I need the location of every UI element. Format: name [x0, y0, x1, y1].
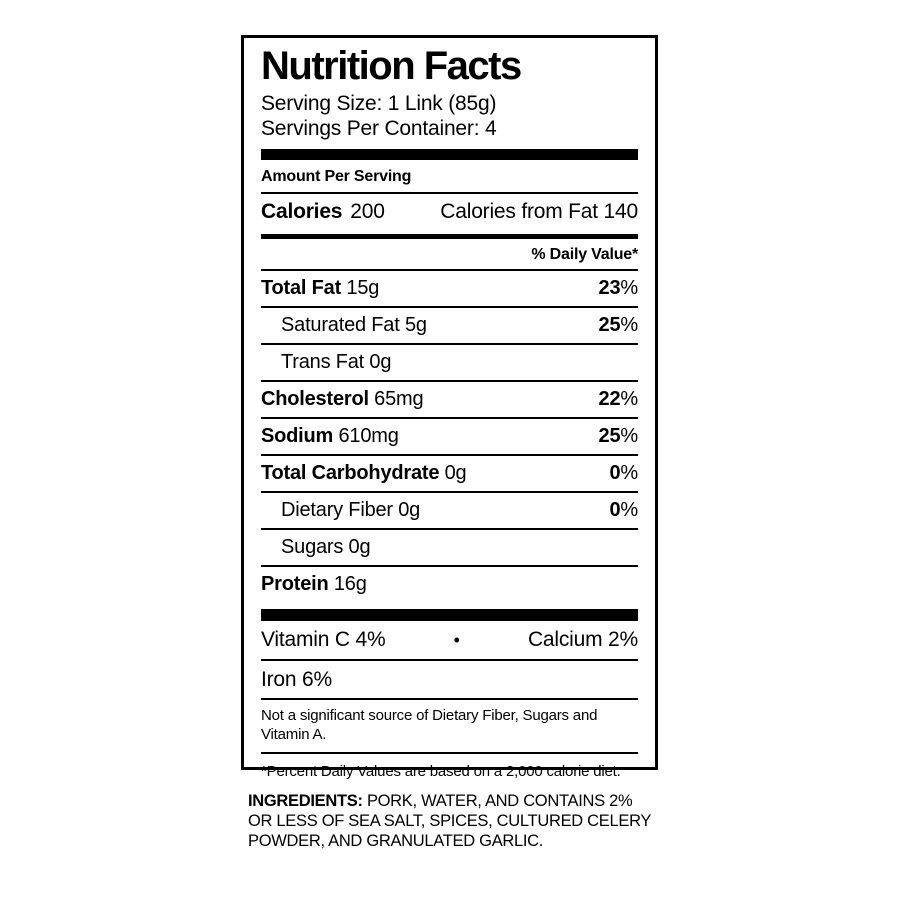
- nutrient-amount: 0g: [439, 462, 467, 484]
- ingredients-paragraph: INGREDIENTS: PORK, WATER, AND CONTAINS 2…: [248, 791, 660, 851]
- nutrient-daily-value: 0%: [609, 463, 638, 484]
- nutrient-daily-value: 22%: [598, 388, 639, 410]
- percent-sign: %: [620, 462, 638, 484]
- nutrient-amount: 65mg: [368, 388, 424, 410]
- nutrient-row-total-fat: Total Fat 15g 23%: [261, 271, 638, 306]
- row-divider: [261, 306, 638, 308]
- separator-thick-top: [261, 149, 638, 160]
- nutrient-rows: Total Fat 15g 23% Saturated Fat 5g 25% Trans…: [261, 271, 638, 602]
- divider: [261, 752, 638, 754]
- divider: [261, 192, 638, 194]
- nutrient-amount: 0g: [364, 351, 392, 373]
- separator-thick-bottom: [261, 609, 638, 621]
- calories-value: 200: [350, 200, 385, 223]
- nutrient-amount: 0g: [343, 536, 371, 558]
- nutrient-name-amount: Total Carbohydrate 0g: [261, 462, 467, 484]
- calories-row: Calories 200 Calories from Fat 140: [261, 194, 638, 230]
- amount-per-serving-heading: Amount Per Serving: [261, 168, 412, 185]
- iron-value: Iron 6%: [261, 668, 332, 691]
- nutrient-row-total-carbohydrate: Total Carbohydrate 0g 0%: [261, 456, 638, 491]
- nutrient-name: Total Fat: [261, 277, 342, 299]
- serving-size: Serving Size: 1 Link (85g): [261, 92, 497, 115]
- row-divider: [261, 565, 638, 567]
- nutrient-name: Sodium: [261, 425, 334, 447]
- daily-value-number: 25: [598, 425, 621, 447]
- nutrient-amount: 5g: [399, 314, 427, 336]
- nutrient-daily-value: 0%: [609, 500, 638, 521]
- nutrient-amount: 0g: [392, 499, 421, 521]
- nutrient-amount: 610mg: [333, 425, 399, 447]
- calories-left: Calories 200: [261, 200, 385, 224]
- nutrient-name: Dietary Fiber: [281, 499, 393, 521]
- nutrient-row-saturated-fat: Saturated Fat 5g 25%: [261, 308, 638, 343]
- daily-value-footnote: *Percent Daily Values are based on a 2,0…: [261, 763, 621, 780]
- percent-sign: %: [620, 499, 638, 521]
- calories-from-fat: Calories from Fat 140: [440, 200, 638, 223]
- nutrient-name-amount: Sodium 610mg: [261, 426, 399, 447]
- daily-value-number: 0: [609, 499, 621, 521]
- nutrition-facts-label: Nutrition Facts Serving Size: 1 Link (85…: [241, 35, 658, 780]
- row-divider: [261, 491, 638, 493]
- nutrient-name-amount: Sugars 0g: [281, 536, 371, 558]
- daily-value-number: 23: [598, 277, 621, 299]
- daily-value-header: % Daily Value*: [531, 246, 638, 263]
- vitamin-c-value: Vitamin C 4%: [261, 628, 386, 651]
- nutrient-name-amount: Dietary Fiber 0g: [281, 500, 420, 521]
- nutrient-amount: 16g: [328, 573, 367, 595]
- nutrient-name-amount: Cholesterol 65mg: [261, 388, 424, 410]
- row-divider: [261, 380, 638, 382]
- nutrient-row-cholesterol: Cholesterol 65mg 22%: [261, 382, 638, 417]
- nutrient-name-amount: Total Fat 15g: [261, 278, 379, 299]
- row-divider: [261, 528, 638, 530]
- daily-value-number: 0: [609, 462, 621, 484]
- row-divider: [261, 343, 638, 345]
- nutrient-name: Sugars: [281, 536, 344, 558]
- nutrient-daily-value: 25%: [598, 425, 639, 447]
- nutrient-row-sugars: Sugars 0g: [261, 530, 638, 565]
- nutrient-name: Total Carbohydrate: [261, 462, 440, 484]
- calcium-value: Calcium 2%: [527, 628, 638, 651]
- nutrient-name: Protein: [261, 573, 329, 595]
- ingredients-text: PORK, WATER, AND CONTAINS 2% OR LESS OF …: [248, 792, 651, 850]
- divider: [261, 659, 638, 661]
- nutrient-daily-value: 25%: [598, 314, 639, 336]
- percent-sign: %: [620, 277, 638, 299]
- nutrient-name: Trans Fat: [281, 351, 365, 373]
- servings-per-container: Servings Per Container: 4: [261, 117, 497, 140]
- divider: [261, 269, 638, 271]
- nutrient-name: Cholesterol: [261, 388, 369, 410]
- micronutrient-row-1: Vitamin C 4% • Calcium 2%: [261, 621, 638, 659]
- bullet-separator: •: [453, 630, 460, 650]
- label-title: Nutrition Facts: [261, 44, 522, 88]
- not-significant-note: Not a significant source of Dietary Fibe…: [261, 707, 598, 743]
- calories-label: Calories: [261, 200, 343, 223]
- daily-value-number: 25: [598, 314, 621, 336]
- nutrient-row-dietary-fiber: Dietary Fiber 0g 0%: [261, 493, 638, 528]
- ingredients-label: INGREDIENTS:: [248, 792, 363, 810]
- nutrient-name-amount: Trans Fat 0g: [281, 352, 391, 373]
- percent-sign: %: [620, 425, 638, 447]
- row-divider: [261, 417, 638, 419]
- row-divider: [261, 454, 638, 456]
- nutrient-name: Saturated Fat: [281, 314, 400, 336]
- divider: [261, 698, 638, 700]
- nutrient-name-amount: Saturated Fat 5g: [281, 315, 427, 336]
- nutrient-amount: 15g: [341, 277, 380, 299]
- nutrient-daily-value: 23%: [598, 277, 639, 299]
- nutrient-name-amount: Protein 16g: [261, 574, 367, 595]
- nutrient-row-trans-fat: Trans Fat 0g: [261, 345, 638, 380]
- percent-sign: %: [620, 314, 638, 336]
- separator-medium: [261, 234, 638, 239]
- percent-sign: %: [620, 388, 638, 410]
- nutrient-row-sodium: Sodium 610mg 25%: [261, 419, 638, 454]
- micronutrient-row-2: Iron 6%: [261, 661, 638, 698]
- nutrient-row-protein: Protein 16g: [261, 567, 638, 602]
- daily-value-number: 22: [598, 388, 621, 410]
